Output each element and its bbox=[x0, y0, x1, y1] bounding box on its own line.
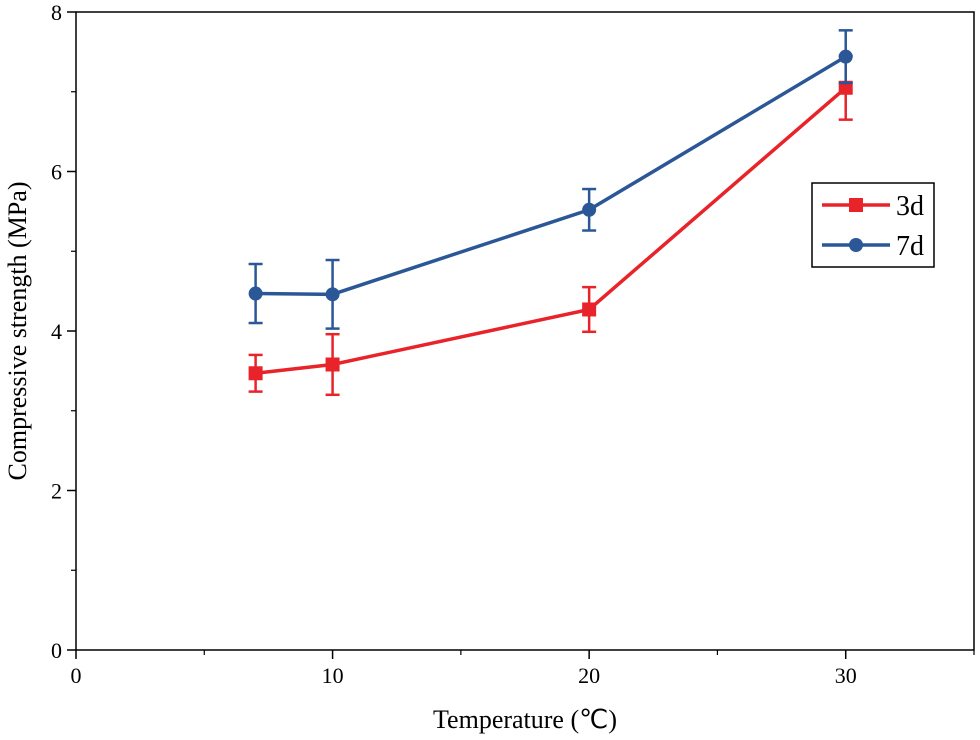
series-layer bbox=[248, 29, 853, 397]
y-tick-label: 6 bbox=[51, 160, 62, 185]
data-point bbox=[248, 286, 263, 301]
x-tick-label: 0 bbox=[71, 663, 82, 688]
data-point bbox=[325, 287, 340, 302]
data-point bbox=[838, 80, 853, 95]
series-line bbox=[255, 55, 847, 297]
data-point bbox=[325, 357, 340, 372]
legend-label: 3d bbox=[896, 191, 924, 222]
series-line bbox=[255, 86, 847, 376]
data-point bbox=[838, 49, 853, 64]
legend-item-3d: 3d bbox=[822, 191, 924, 222]
axes: 0 10 20 30 0 2 4 6 8 bbox=[51, 0, 975, 688]
data-point bbox=[582, 302, 597, 317]
data-point bbox=[248, 366, 263, 381]
y-tick-label: 0 bbox=[51, 638, 62, 663]
series-7d bbox=[248, 29, 853, 330]
legend-marker bbox=[849, 198, 863, 212]
x-tick-label: 30 bbox=[835, 663, 857, 688]
y-axis-title: Compressive strength (MPa) bbox=[3, 182, 32, 481]
x-tick-label: 20 bbox=[578, 663, 600, 688]
legend-marker bbox=[849, 238, 863, 252]
x-tick-label: 10 bbox=[322, 663, 344, 688]
legend-box bbox=[811, 182, 935, 268]
legend-label: 7d bbox=[896, 231, 924, 262]
y-tick-label: 4 bbox=[51, 319, 62, 344]
data-point bbox=[582, 202, 597, 217]
y-tick-label: 2 bbox=[51, 479, 62, 504]
x-axis-title: Temperature (℃) bbox=[433, 705, 617, 734]
plot-frame bbox=[75, 11, 975, 651]
y-tick-label: 8 bbox=[51, 0, 62, 25]
legend-item-7d: 7d bbox=[822, 231, 924, 262]
